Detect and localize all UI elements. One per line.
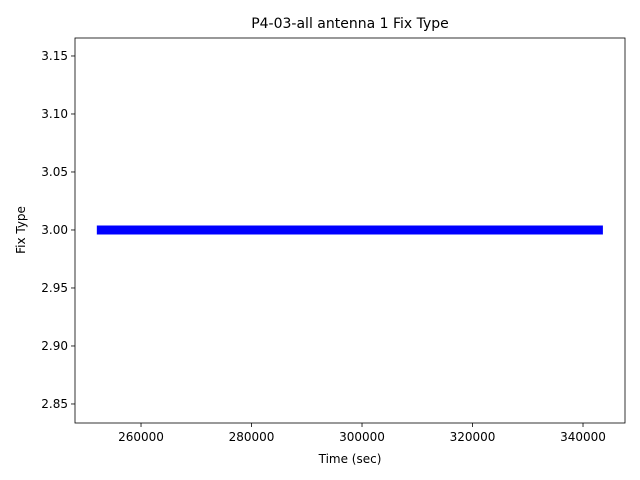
x-tick-label: 280000 — [229, 430, 275, 444]
y-tick-label: 2.90 — [41, 339, 68, 353]
y-tick-label: 3.15 — [41, 49, 68, 63]
plot-frame — [74, 37, 626, 424]
x-tick-label: 260000 — [118, 430, 164, 444]
chart-title: P4-03-all antenna 1 Fix Type — [251, 16, 449, 32]
y-tick-label: 2.85 — [41, 397, 68, 411]
x-tick-label: 320000 — [450, 430, 496, 444]
x-tick-label: 340000 — [560, 430, 606, 444]
x-tick-label: 300000 — [339, 430, 385, 444]
y-tick-label: 3.10 — [41, 107, 68, 121]
x-axis-label: Time (sec) — [318, 452, 382, 466]
y-tick-label: 2.95 — [41, 281, 68, 295]
y-tick-label: 3.00 — [41, 223, 68, 237]
y-tick-label: 3.05 — [41, 165, 68, 179]
y-axis-label: Fix Type — [14, 206, 28, 254]
